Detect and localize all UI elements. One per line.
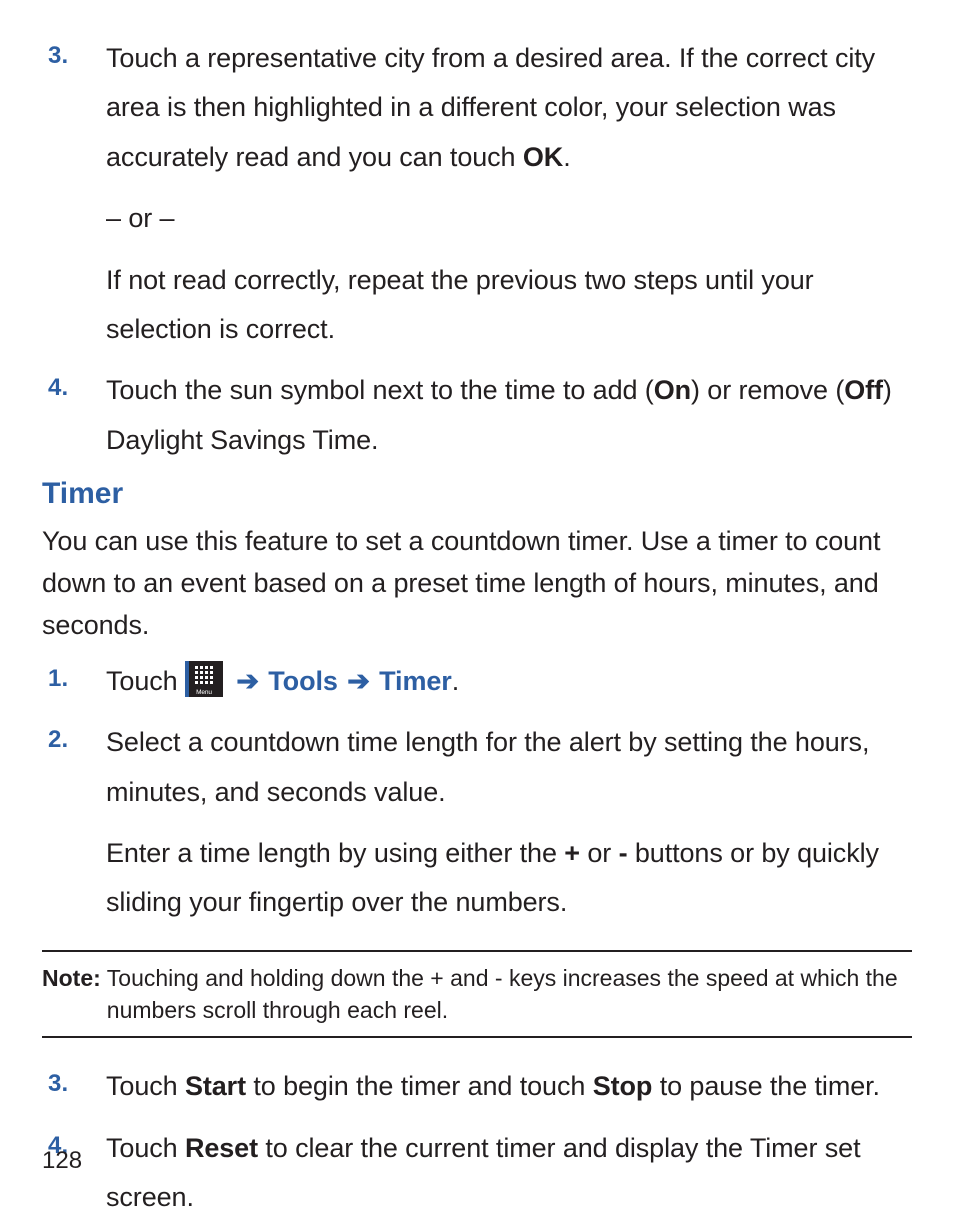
list-body: Touch a representative city from a desir…	[106, 34, 912, 354]
list-body: Touch Menu ➔ Tools	[106, 657, 912, 706]
intro-paragraph: You can use this feature to set a countd…	[42, 521, 912, 647]
list-body: Touch Reset to clear the current timer a…	[106, 1124, 912, 1222]
bold-text: +	[564, 838, 580, 868]
list-item: 3. Touch a representative city from a de…	[42, 34, 912, 354]
note-label: Note:	[42, 962, 107, 1026]
list-number: 1.	[42, 657, 106, 706]
paragraph: Enter a time length by using either the …	[106, 829, 912, 928]
note-text: Touching and holding down the + and - ke…	[107, 962, 912, 1026]
bold-text: On	[654, 375, 691, 405]
page-content: 3. Touch a representative city from a de…	[42, 34, 912, 1222]
arrow-icon: ➔	[236, 657, 259, 706]
list-number: 3.	[42, 1062, 106, 1111]
bold-text: Reset	[185, 1133, 258, 1163]
menu-icon: Menu	[185, 661, 223, 697]
text: Touch	[106, 1133, 185, 1163]
bold-text: Start	[185, 1071, 246, 1101]
list-item: 4. Touch the sun symbol next to the time…	[42, 366, 912, 465]
paragraph: Touch the sun symbol next to the time to…	[106, 366, 912, 465]
page-number: 128	[42, 1147, 82, 1175]
text: Touch	[106, 666, 185, 696]
text: Touch the sun symbol next to the time to…	[106, 375, 654, 405]
paragraph: Select a countdown time length for the a…	[106, 718, 912, 817]
text: Touch	[106, 1071, 185, 1101]
text: Touch a representative city from a desir…	[106, 43, 875, 172]
list-number: 4.	[42, 366, 106, 465]
bold-text: Stop	[593, 1071, 653, 1101]
text: to begin the timer and touch	[246, 1071, 593, 1101]
paragraph: Touch Start to begin the timer and touch…	[106, 1062, 912, 1111]
nav-step: Timer	[379, 666, 452, 696]
bold-text: Off	[844, 375, 883, 405]
list-item: 2. Select a countdown time length for th…	[42, 718, 912, 928]
arrow-icon: ➔	[347, 657, 370, 706]
list-body: Select a countdown time length for the a…	[106, 718, 912, 928]
paragraph: Touch Menu ➔ Tools	[106, 657, 912, 706]
list-body: Touch Start to begin the timer and touch…	[106, 1062, 912, 1111]
list-item: 4. Touch Reset to clear the current time…	[42, 1124, 912, 1222]
text: .	[563, 142, 570, 172]
text: to pause the timer.	[652, 1071, 880, 1101]
note-block: Note: Touching and holding down the + an…	[42, 950, 912, 1038]
text: or	[580, 838, 619, 868]
section-heading-timer: Timer	[42, 477, 912, 511]
paragraph: If not read correctly, repeat the previo…	[106, 256, 912, 355]
or-separator: – or –	[106, 194, 912, 243]
icon-label: Menu	[196, 689, 212, 696]
text: ) or remove (	[691, 375, 844, 405]
nav-step: Tools	[268, 666, 338, 696]
list-number: 3.	[42, 34, 106, 354]
list-number: 2.	[42, 718, 106, 928]
list-body: Touch the sun symbol next to the time to…	[106, 366, 912, 465]
list-item: 1. Touch Menu	[42, 657, 912, 706]
text: .	[452, 666, 459, 696]
paragraph: Touch Reset to clear the current timer a…	[106, 1124, 912, 1222]
paragraph: Touch a representative city from a desir…	[106, 34, 912, 182]
bold-text: OK	[523, 142, 563, 172]
list-item: 3. Touch Start to begin the timer and to…	[42, 1062, 912, 1111]
text: Enter a time length by using either the	[106, 838, 564, 868]
